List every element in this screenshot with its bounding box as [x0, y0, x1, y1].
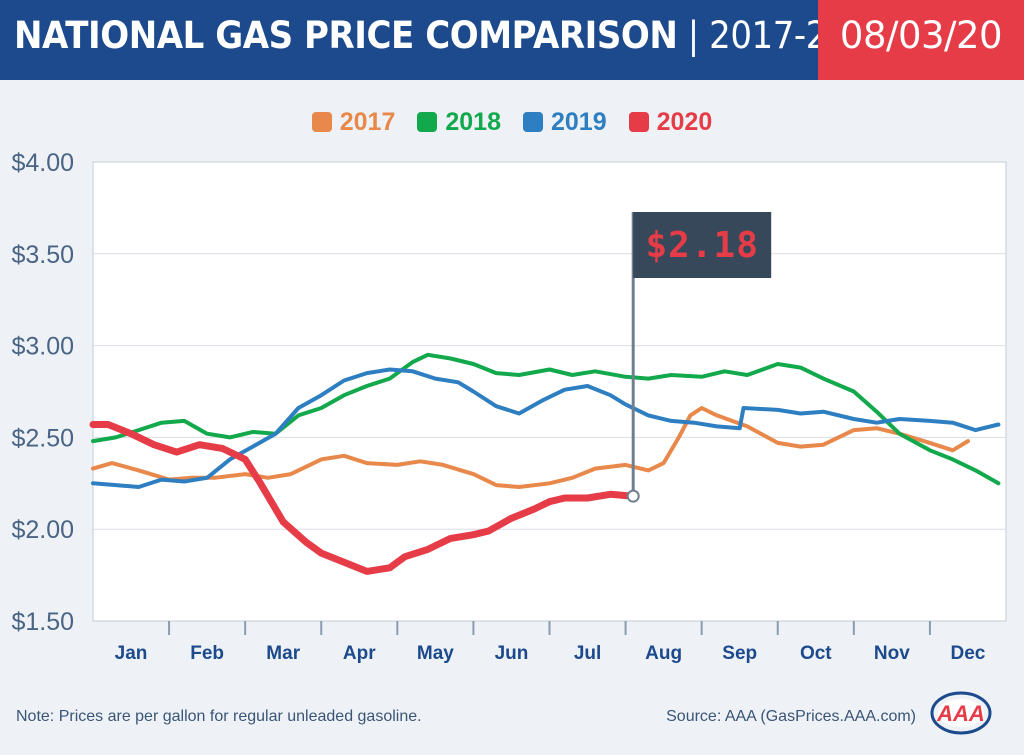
legend-item-2020: 2020 [628, 108, 713, 137]
aaa-logo-text: AAA [936, 701, 985, 726]
series-line-2019 [91, 367, 1001, 489]
legend-swatch-2020 [628, 112, 649, 132]
x-tick-label: Aug [645, 643, 682, 664]
legend-label-2019: 2019 [551, 108, 607, 136]
callout-label: $2.18 [646, 225, 759, 266]
legend-item-2018: 2018 [417, 108, 501, 137]
x-tick-label: Apr [343, 643, 376, 664]
series-line-2018 [91, 352, 1001, 486]
x-tick-label: Dec [951, 643, 986, 664]
legend-swatch-2018 [417, 112, 438, 132]
legend-swatch-2019 [523, 112, 543, 132]
legend-item-2019: 2019 [523, 108, 607, 137]
y-tick-label: $4.00 [11, 149, 74, 177]
y-tick-label: $1.50 [11, 608, 74, 636]
x-tick-label: Jul [574, 643, 601, 664]
x-tick-label: May [417, 643, 454, 664]
date-text: 08/03/20 [839, 14, 1003, 57]
price-chart: $4.00 $3.50 $3.00 $2.50 $2.00 $1.50 Jan Feb Mar A… [11, 149, 1007, 664]
title-separator: | [677, 14, 710, 57]
chart-legend: 2017 2018 2019 2020 [0, 108, 1024, 137]
callout-marker [626, 489, 640, 503]
legend-label-2020: 2020 [656, 108, 713, 136]
legend-item-2017: 2017 [311, 108, 396, 137]
plot-area [92, 161, 1007, 622]
aaa-logo: AAA [930, 691, 992, 735]
series-line-2017 [91, 406, 970, 489]
y-tick-label: $2.50 [11, 424, 74, 452]
date-badge: 08/03/20 [818, 0, 1024, 80]
x-tick-label: Feb [190, 643, 224, 664]
legend-swatch-2017 [311, 112, 332, 132]
header: NATIONAL GAS PRICE COMPARISON | 2017-202… [0, 0, 1024, 80]
callout-flag [633, 212, 772, 278]
x-tick-label: Nov [874, 643, 910, 664]
footer-source: Source: AAA (GasPrices.AAA.com) [666, 708, 916, 725]
x-tick-label: Oct [800, 643, 832, 664]
x-tick-label: Jan [115, 643, 148, 664]
legend-label-2018: 2018 [445, 108, 501, 136]
footer-note: Note: Prices are per gallon for regular … [16, 708, 422, 725]
title-bar: NATIONAL GAS PRICE COMPARISON | 2017-202… [0, 0, 891, 80]
title-main: NATIONAL GAS PRICE COMPARISON [14, 14, 678, 57]
y-tick-label: $3.00 [11, 333, 74, 361]
series-line-2020 [89, 421, 637, 575]
y-tick-label: $2.00 [11, 516, 74, 544]
x-tick-label: Sep [722, 643, 757, 664]
x-tick-label: Mar [266, 643, 300, 664]
x-tick-label: Jun [495, 643, 529, 664]
legend-label-2017: 2017 [339, 108, 396, 136]
y-tick-label: $3.50 [11, 241, 74, 269]
